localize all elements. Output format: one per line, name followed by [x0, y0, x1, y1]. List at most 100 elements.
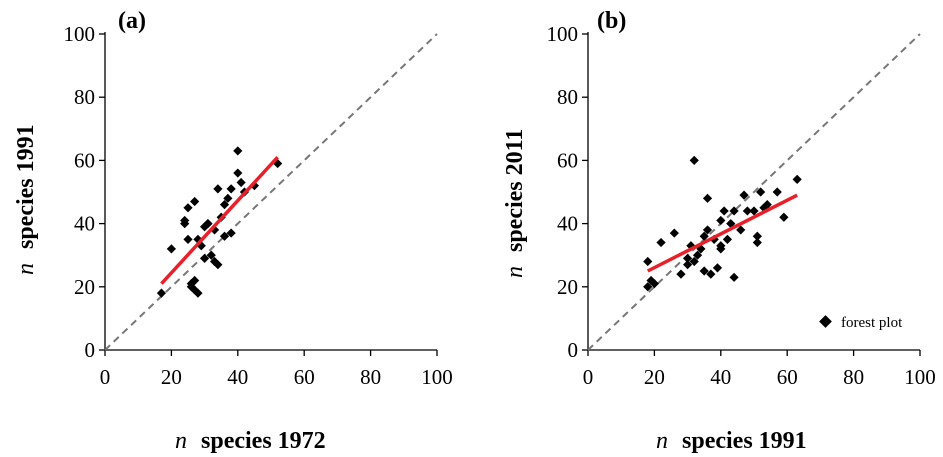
y-tick-label: 20	[557, 275, 578, 299]
data-point	[273, 158, 283, 169]
panel-b-y-label: n species 2011	[502, 129, 528, 278]
data-point	[226, 228, 236, 238]
data-point	[736, 225, 746, 235]
data-point	[752, 237, 762, 248]
panel-a-y-label: n species 1991	[13, 124, 39, 275]
y-tick-label: 100	[64, 22, 96, 46]
panel-a-x-label-var: n	[175, 428, 187, 454]
data-point	[649, 279, 659, 289]
data-point	[190, 275, 200, 286]
data-point	[739, 190, 749, 200]
y-tick-label: 0	[85, 338, 96, 362]
x-tick-label: 80	[843, 365, 864, 389]
y-tick-label: 60	[557, 148, 578, 172]
data-point	[183, 234, 193, 244]
y-tick-label: 40	[74, 212, 95, 236]
data-point	[722, 234, 733, 244]
x-tick-label: 20	[161, 365, 182, 389]
panel-b-trend-line	[646, 193, 798, 273]
x-tick-label: 100	[904, 365, 936, 389]
panel-a-trend-line	[160, 156, 279, 285]
data-point	[193, 288, 203, 298]
data-point	[712, 263, 723, 273]
y-tick-label: 0	[568, 338, 579, 362]
panel-b-legend-marker	[819, 315, 832, 328]
data-point	[689, 256, 699, 267]
panel-b-x-label: n species 1991	[656, 428, 807, 454]
x-tick-label: 60	[294, 365, 315, 389]
y-tick-label: 80	[74, 85, 95, 109]
data-point	[233, 146, 243, 156]
panel-a-identity-line	[104, 33, 438, 351]
data-point	[219, 200, 230, 210]
x-tick-label: 80	[360, 365, 381, 389]
x-tick-label: 40	[227, 365, 248, 389]
data-point	[683, 260, 693, 270]
data-point	[643, 256, 653, 267]
data-point	[686, 241, 696, 251]
data-point	[692, 250, 703, 260]
data-point	[223, 193, 233, 203]
data-point	[213, 260, 223, 270]
data-point	[779, 212, 789, 222]
panel-a-label: (a)	[118, 8, 146, 34]
data-point	[752, 231, 762, 241]
data-point	[792, 174, 802, 184]
data-point	[200, 253, 210, 263]
y-tick-label: 20	[74, 275, 95, 299]
data-point	[756, 187, 766, 197]
panel-b: (b) 0 20 40 60 80 100 0 20 40 60 80 100 forest plot…	[502, 8, 936, 454]
data-point	[716, 244, 726, 254]
data-point	[166, 244, 176, 254]
panel-b-y-label-var: n	[502, 266, 528, 278]
data-point	[676, 269, 686, 279]
data-point	[656, 237, 666, 248]
y-tick-label: 80	[557, 85, 578, 109]
data-point	[702, 225, 713, 235]
data-point	[699, 231, 709, 241]
data-point	[742, 206, 752, 216]
data-point	[156, 288, 167, 298]
data-point	[203, 219, 213, 229]
data-point	[669, 228, 679, 238]
panel-b-x-label-var: n	[656, 428, 668, 454]
panel-a-x-label-text: species 1972	[201, 428, 326, 454]
data-point	[233, 168, 243, 178]
x-tick-label: 100	[421, 365, 453, 389]
data-point	[772, 187, 782, 197]
data-point	[183, 203, 193, 213]
data-point	[762, 200, 772, 210]
panel-a-ticks: 0 20 40 60 80 100 0 20 40 60 80 100	[64, 22, 453, 389]
data-point	[186, 279, 196, 289]
y-tick-label: 100	[547, 22, 579, 46]
data-point	[190, 196, 200, 207]
x-tick-label: 0	[583, 365, 594, 389]
panel-b-label: (b)	[597, 8, 626, 34]
data-point	[226, 184, 236, 194]
panel-b-x-label-text: species 1991	[682, 428, 807, 454]
panel-b-identity-line	[587, 33, 921, 351]
x-tick-label: 0	[100, 365, 111, 389]
y-tick-label: 40	[557, 212, 578, 236]
data-point	[719, 206, 729, 216]
data-point	[729, 272, 739, 282]
panel-a-x-label: n species 1972	[175, 428, 326, 454]
x-tick-label: 40	[710, 365, 731, 389]
panel-b-y-label-text: species 2011	[502, 129, 528, 252]
data-point	[702, 193, 713, 203]
y-tick-label: 60	[74, 148, 95, 172]
data-point	[209, 256, 220, 267]
data-point	[190, 285, 200, 295]
panel-a-y-label-text: species 1991	[13, 124, 39, 249]
data-point	[180, 215, 190, 226]
panel-b-legend-label: forest plot	[841, 315, 903, 331]
data-point	[689, 155, 699, 165]
data-point	[749, 206, 759, 216]
panel-a: (a) 0 20 40 60 80 100 0 20 40 60 80 100 n species 1…	[13, 8, 453, 454]
data-point	[643, 282, 653, 292]
data-point	[236, 177, 246, 188]
x-tick-label: 20	[644, 365, 665, 389]
data-point	[699, 266, 709, 276]
panel-a-points	[156, 146, 283, 298]
